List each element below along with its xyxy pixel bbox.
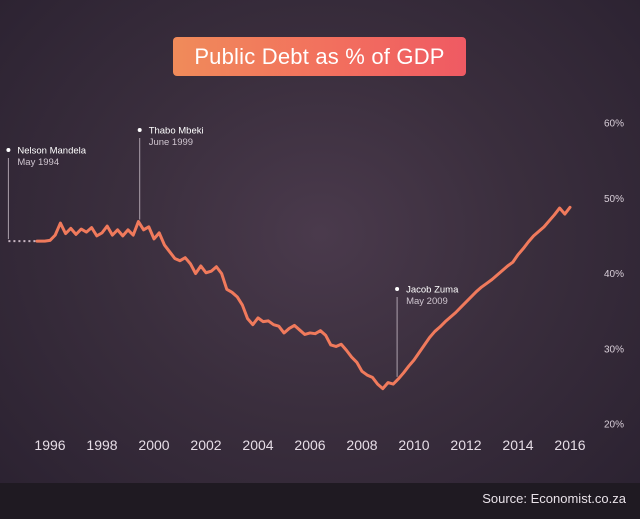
- annotation-name: Jacob Zuma: [406, 285, 459, 296]
- annotation-date: June 1999: [149, 137, 193, 148]
- chart-title: Public Debt as % of GDP: [173, 37, 466, 76]
- y-tick-label: 50%: [604, 194, 624, 205]
- x-tick-label: 1998: [86, 437, 117, 453]
- y-tick-label: 40%: [604, 269, 624, 280]
- annotation-name: Nelson Mandela: [17, 146, 86, 157]
- annotation-date: May 1994: [17, 157, 59, 168]
- series-layer: [8, 205, 572, 391]
- annotation-dot: [395, 287, 400, 291]
- annotation-date: May 2009: [406, 296, 448, 307]
- source-text: Source: Economist.co.za: [482, 491, 626, 506]
- x-tick-label: 2000: [138, 437, 169, 453]
- x-tick-label: 2016: [554, 437, 585, 453]
- y-tick-label: 30%: [604, 344, 624, 355]
- x-tick-label: 2014: [502, 437, 533, 453]
- x-tick-label: 2002: [190, 437, 221, 453]
- annotation-dot: [137, 128, 142, 132]
- x-tick-label: 2010: [398, 437, 429, 453]
- series-line: [35, 205, 572, 391]
- x-tick-label: 2004: [242, 437, 273, 453]
- x-tick-label: 2012: [450, 437, 481, 453]
- source-bar: Source: Economist.co.za: [0, 483, 640, 519]
- x-axis-ticks: 1996 1998 2000 2002 2004 2006 2008 2010 2012 2014…: [34, 437, 585, 453]
- x-tick-label: 1996: [34, 437, 65, 453]
- annotation-name: Thabo Mbeki: [149, 126, 204, 137]
- y-tick-label: 60%: [604, 119, 624, 130]
- x-tick-label: 2008: [346, 437, 377, 453]
- y-tick-label: 20%: [604, 420, 624, 431]
- x-tick-label: 2006: [294, 437, 325, 453]
- y-axis-ticks: 60% 50% 40% 30% 20%: [604, 119, 624, 431]
- annotation-dot: [6, 148, 11, 152]
